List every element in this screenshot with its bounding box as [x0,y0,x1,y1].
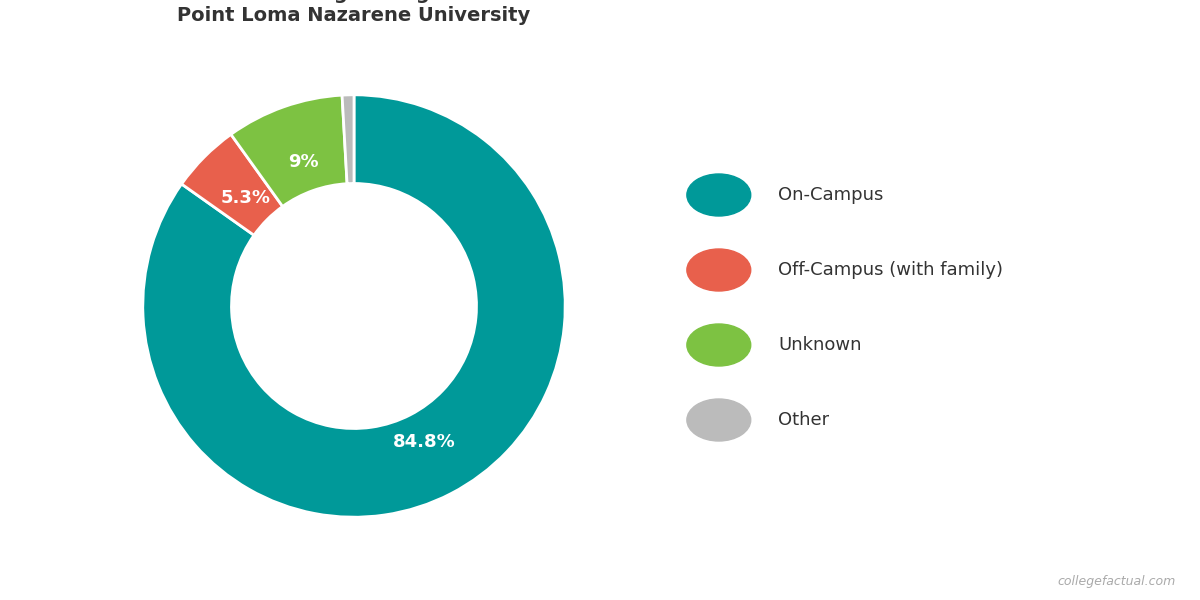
Text: Off-Campus (with family): Off-Campus (with family) [778,261,1003,279]
Title: Freshmen Living Arrangements at
Point Loma Nazarene University: Freshmen Living Arrangements at Point Lo… [167,0,541,25]
Wedge shape [181,134,283,235]
Text: 9%: 9% [288,152,318,170]
Wedge shape [143,95,565,517]
Circle shape [686,249,751,291]
Text: 5.3%: 5.3% [221,189,270,207]
Wedge shape [230,95,347,206]
Text: 84.8%: 84.8% [392,433,456,451]
Wedge shape [342,95,354,184]
Text: Other: Other [778,411,829,429]
Text: Unknown: Unknown [778,336,862,354]
Circle shape [686,174,751,216]
Circle shape [686,399,751,441]
Text: On-Campus: On-Campus [778,186,883,204]
Text: collegefactual.com: collegefactual.com [1057,575,1176,588]
Circle shape [686,324,751,366]
